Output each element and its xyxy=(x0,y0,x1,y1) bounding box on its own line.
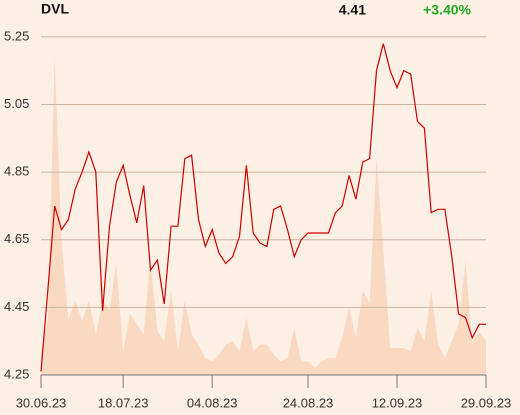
last-price: 4.41 xyxy=(339,2,366,18)
x-tick-label: 30.06.23 xyxy=(16,395,67,410)
y-tick-label: 5.25 xyxy=(4,28,29,43)
y-tick-label: 4.85 xyxy=(4,164,29,179)
y-tick-label: 4.65 xyxy=(4,231,29,246)
x-tick-label: 29.09.23 xyxy=(461,395,512,410)
y-tick-label: 5.05 xyxy=(4,96,29,111)
x-tick-label: 24.08.23 xyxy=(283,395,334,410)
y-tick-label: 4.45 xyxy=(4,299,29,314)
price-change: +3.40% xyxy=(423,2,471,18)
price-line xyxy=(40,43,486,372)
x-tick-label: 12.09.23 xyxy=(372,395,423,410)
x-tick-label: 18.07.23 xyxy=(98,395,149,410)
chart-title: DVL xyxy=(41,1,69,17)
y-tick-label: 4.25 xyxy=(4,366,29,381)
x-tick-label: 04.08.23 xyxy=(187,395,238,410)
volume-area xyxy=(41,57,486,375)
